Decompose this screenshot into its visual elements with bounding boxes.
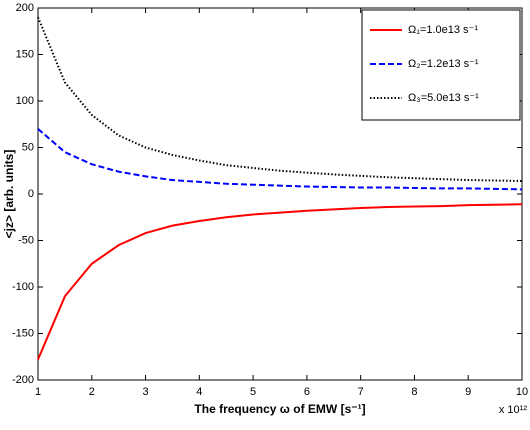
y-tick-label: -150 — [12, 327, 34, 339]
series-line — [37, 203, 523, 360]
x-tick-label: 8 — [411, 386, 417, 398]
y-tick-label: 0 — [28, 188, 34, 200]
x-multiplier: x 10¹² — [499, 404, 527, 416]
legend-label: Ω₃=5.0e13 s⁻¹ — [408, 92, 479, 104]
y-tick-label: -200 — [12, 374, 34, 386]
y-tick-label: 150 — [16, 48, 34, 60]
legend-label: Ω₂=1.2e13 s⁻¹ — [408, 58, 479, 70]
legend-label: Ω₁=1.0e13 s⁻¹ — [408, 24, 478, 36]
x-tick-label: 5 — [250, 386, 256, 398]
series-line — [37, 128, 523, 191]
x-axis-label: The frequency ω of EMW [s⁻¹] — [194, 402, 365, 416]
x-tick-label: 3 — [142, 386, 148, 398]
y-tick-label: 100 — [16, 95, 34, 107]
x-tick-label: 1 — [35, 386, 41, 398]
x-tick-label: 6 — [304, 386, 310, 398]
series-line — [37, 16, 523, 182]
x-tick-label: 4 — [196, 386, 202, 398]
y-tick-label: -50 — [18, 234, 34, 246]
y-axis-label: <jz> [arb. units] — [2, 150, 16, 239]
y-tick-label: 50 — [22, 141, 34, 153]
x-tick-label: 7 — [358, 386, 364, 398]
x-tick-label: 2 — [89, 386, 95, 398]
x-tick-label: 10 — [516, 386, 528, 398]
y-tick-label: -100 — [12, 281, 34, 293]
x-tick-label: 9 — [465, 386, 471, 398]
y-tick-label: 200 — [16, 2, 34, 14]
